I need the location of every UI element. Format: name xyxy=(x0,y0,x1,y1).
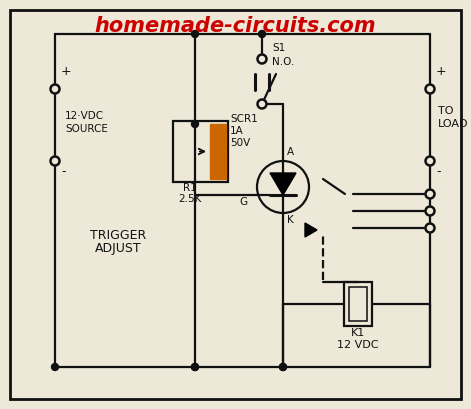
Text: 12·VDC: 12·VDC xyxy=(65,111,104,121)
Circle shape xyxy=(50,85,59,94)
Text: 50V: 50V xyxy=(230,138,250,148)
Circle shape xyxy=(425,157,435,166)
Circle shape xyxy=(279,364,286,371)
Text: LOAD: LOAD xyxy=(438,119,469,129)
Circle shape xyxy=(425,189,435,198)
Circle shape xyxy=(259,31,266,38)
Text: 2.5K: 2.5K xyxy=(179,194,202,204)
Text: TO: TO xyxy=(438,106,454,116)
Text: N.O.: N.O. xyxy=(272,57,294,67)
Circle shape xyxy=(425,207,435,216)
Bar xyxy=(210,124,226,179)
Circle shape xyxy=(51,364,58,371)
Text: A: A xyxy=(287,147,294,157)
Circle shape xyxy=(50,157,59,166)
Circle shape xyxy=(258,99,267,108)
Text: TRIGGER: TRIGGER xyxy=(90,229,146,242)
Text: 12 VDC: 12 VDC xyxy=(337,340,379,350)
Circle shape xyxy=(425,85,435,94)
Text: -: - xyxy=(61,165,65,178)
Text: ADJUST: ADJUST xyxy=(95,242,141,255)
Text: K1: K1 xyxy=(351,328,365,338)
Text: SCR1: SCR1 xyxy=(230,114,258,124)
Bar xyxy=(349,287,367,321)
Polygon shape xyxy=(305,223,317,237)
Bar xyxy=(344,282,372,326)
Text: +: + xyxy=(61,65,72,78)
Text: homemade-circuits.com: homemade-circuits.com xyxy=(94,16,376,36)
Circle shape xyxy=(192,364,198,371)
Text: K: K xyxy=(287,215,294,225)
Text: 1A: 1A xyxy=(230,126,244,136)
Polygon shape xyxy=(270,173,296,195)
Circle shape xyxy=(279,364,286,371)
Text: S1: S1 xyxy=(272,43,285,53)
Circle shape xyxy=(258,54,267,63)
Text: +: + xyxy=(436,65,447,78)
Text: G: G xyxy=(239,197,247,207)
Text: -: - xyxy=(436,165,440,178)
Circle shape xyxy=(192,364,198,371)
Circle shape xyxy=(192,31,198,38)
Circle shape xyxy=(425,223,435,232)
Text: R1: R1 xyxy=(183,183,197,193)
Text: SOURCE: SOURCE xyxy=(65,124,108,134)
Circle shape xyxy=(192,121,198,128)
